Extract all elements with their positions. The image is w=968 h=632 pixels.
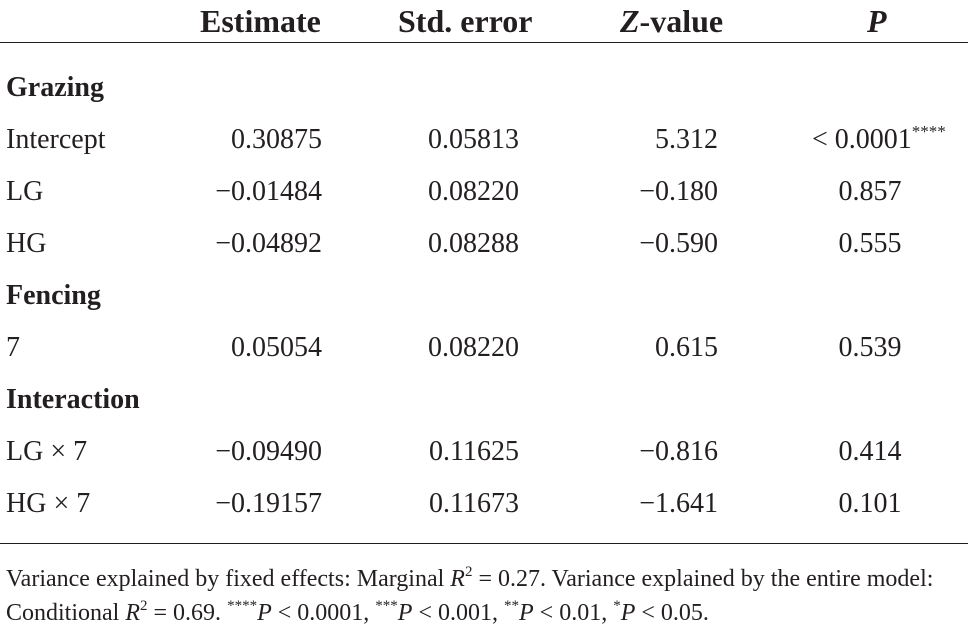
footnote-text: = 0.69.: [147, 600, 228, 626]
footnote-text: = 0.27. Variance explained by the entire…: [6, 566, 934, 626]
header-p: P: [867, 3, 887, 39]
term-cell: HG × 7: [6, 488, 91, 519]
table-body: Grazing Intercept 0.30875 0.05813 5.312 …: [0, 62, 968, 530]
p-value-cell: 0.539: [838, 332, 902, 363]
header-z-rest: -value: [639, 3, 724, 39]
footnote-p-symbol: P: [519, 600, 534, 626]
std-error-cell: 0.11625: [429, 436, 519, 467]
std-error-cell: 0.08288: [428, 228, 519, 259]
table-row: LG × 7 −0.09490 0.11625 −0.816 0.414: [0, 426, 968, 478]
footnote-text: Variance explained by fixed effects: Mar…: [6, 566, 451, 592]
section-label: Grazing: [6, 72, 104, 103]
table-row: HG × 7 −0.19157 0.11673 −1.641 0.101: [0, 478, 968, 530]
std-error-cell: 0.05813: [428, 124, 519, 155]
footnote-stars: ***: [375, 598, 398, 614]
std-error-cell: 0.08220: [428, 176, 519, 207]
footnote-divider: [0, 543, 968, 544]
footnote-text: < 0.01,: [533, 600, 614, 626]
z-value-cell: −1.641: [639, 488, 718, 519]
term-cell: Intercept: [6, 124, 106, 155]
z-value-cell: 0.615: [655, 332, 718, 363]
footnote-stars: **: [504, 598, 519, 614]
p-value-cell: 0.857: [838, 176, 902, 207]
estimate-cell: −0.04892: [215, 228, 322, 259]
table-footnote: Variance explained by fixed effects: Mar…: [6, 562, 966, 630]
std-error-cell: 0.08220: [428, 332, 519, 363]
significance-stars: ****: [911, 122, 946, 141]
p-value-cell: 0.555: [838, 228, 902, 259]
footnote-text: < 0.001,: [412, 600, 504, 626]
p-value-cell: 0.101: [838, 488, 902, 519]
section-row-grazing: Grazing: [0, 62, 968, 114]
table-header: Estimate Std. error Z-value P: [0, 0, 968, 43]
header-z-value: Z-value: [620, 3, 723, 39]
p-value-cell: < 0.0001****: [812, 114, 946, 166]
z-value-cell: −0.816: [639, 436, 718, 467]
section-row-fencing: Fencing: [0, 270, 968, 322]
footnote-p-symbol: P: [397, 600, 413, 626]
header-z-italic: Z: [620, 3, 640, 39]
footnote-superscript: 2: [140, 598, 148, 614]
estimate-cell: −0.19157: [215, 488, 322, 519]
p-value-text: < 0.0001: [812, 124, 912, 155]
footnote-p-symbol: P: [257, 600, 272, 626]
section-row-interaction: Interaction: [0, 374, 968, 426]
footnote-r-symbol: R: [450, 566, 465, 592]
table-row: LG −0.01484 0.08220 −0.180 0.857: [0, 166, 968, 218]
term-cell: 7: [6, 332, 20, 363]
table-row: Intercept 0.30875 0.05813 5.312 < 0.0001…: [0, 114, 968, 166]
p-value-cell: 0.414: [838, 436, 902, 467]
table-row: 7 0.05054 0.08220 0.615 0.539: [0, 322, 968, 374]
estimate-cell: −0.01484: [215, 176, 322, 207]
footnote-text: < 0.05.: [635, 600, 709, 626]
table-row: HG −0.04892 0.08288 −0.590 0.555: [0, 218, 968, 270]
footnote-p-symbol: P: [620, 600, 636, 626]
footnote-stars: *: [613, 598, 621, 614]
footnote-stars: ****: [227, 598, 258, 614]
footnote-r-symbol: R: [125, 600, 141, 626]
z-value-cell: −0.180: [639, 176, 718, 207]
footnote-text: < 0.0001,: [271, 600, 376, 626]
estimate-cell: 0.05054: [231, 332, 322, 363]
estimate-cell: −0.09490: [215, 436, 322, 467]
header-std-error: Std. error: [398, 3, 533, 39]
header-estimate: Estimate: [200, 3, 321, 39]
term-cell: LG × 7: [6, 436, 88, 467]
footnote-superscript: 2: [464, 564, 473, 580]
z-value-cell: −0.590: [639, 228, 718, 259]
std-error-cell: 0.11673: [429, 488, 519, 519]
estimate-cell: 0.30875: [231, 124, 322, 155]
term-cell: LG: [6, 176, 44, 207]
section-label: Fencing: [6, 280, 101, 311]
section-label: Interaction: [6, 384, 140, 415]
z-value-cell: 5.312: [655, 124, 718, 155]
term-cell: HG: [6, 228, 47, 259]
